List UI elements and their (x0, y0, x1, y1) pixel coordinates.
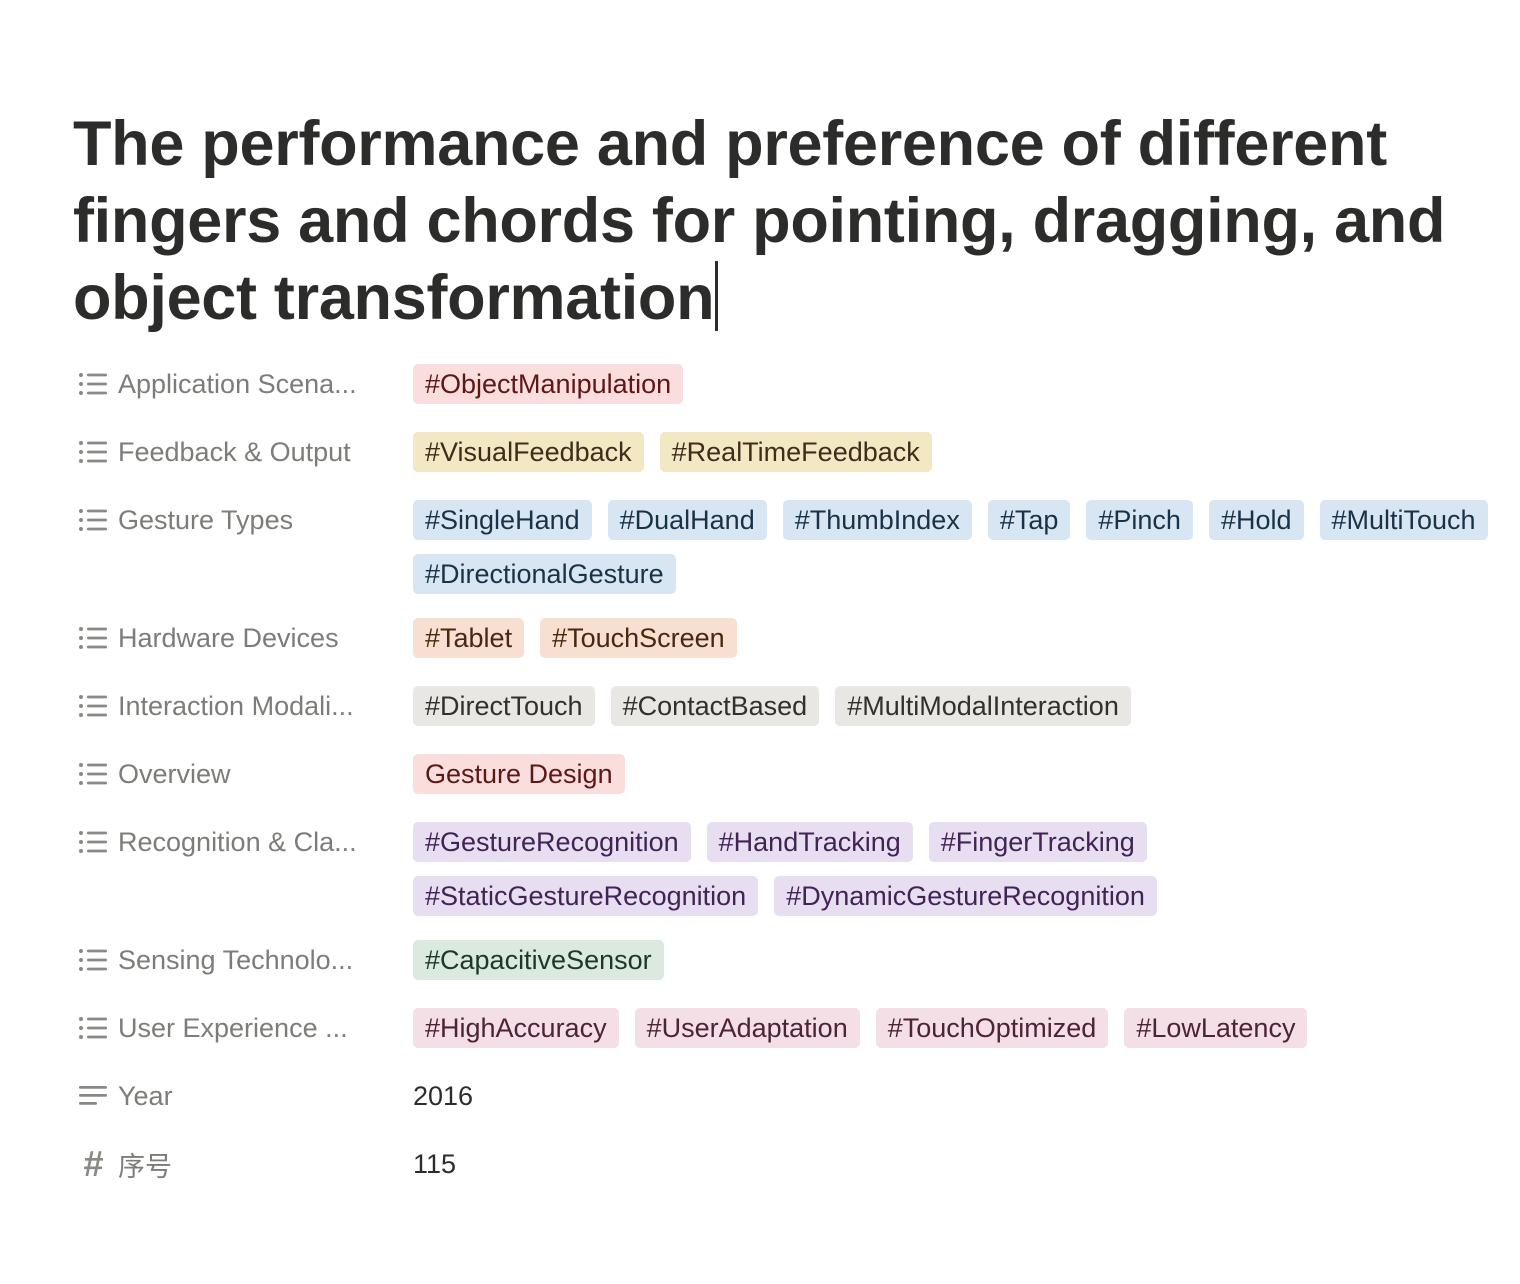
property-value[interactable]: 115 (412, 1140, 1492, 1188)
property-name-label: Application Scena... (118, 368, 357, 399)
tag-chip[interactable]: #GestureRecognition (413, 822, 691, 862)
property-value[interactable]: #ObjectManipulation (412, 360, 1492, 404)
tag-chip[interactable]: #StaticGestureRecognition (413, 876, 759, 916)
list-icon (78, 827, 108, 857)
tag-chip[interactable]: #Hold (1208, 500, 1304, 540)
property-value[interactable]: #DirectTouch #ContactBased #MultiModalInte… (412, 682, 1492, 726)
text-cursor (715, 261, 719, 331)
property-name[interactable]: User Experience ... (72, 1004, 412, 1052)
property-value[interactable]: #Tablet #TouchScreen (412, 614, 1492, 658)
tag-chip[interactable]: Gesture Design (413, 754, 625, 794)
tag-chip[interactable]: #HandTracking (706, 822, 913, 862)
list-icon (78, 759, 108, 789)
tag-chip[interactable]: #MultiTouch (1319, 500, 1488, 540)
tag-chip[interactable]: #Pinch (1086, 500, 1193, 540)
text-lines-icon (78, 1081, 108, 1111)
tag-chip[interactable]: #DirectTouch (413, 686, 595, 726)
property-row: Year 2016 (72, 1072, 1492, 1120)
tag-chip[interactable]: #DirectionalGesture (413, 554, 676, 594)
property-value[interactable]: #VisualFeedback #RealTimeFeedback (412, 428, 1492, 472)
property-name-label: Year (118, 1080, 173, 1111)
property-value[interactable]: 2016 (412, 1072, 1492, 1120)
tag-chip[interactable]: #Tablet (413, 618, 525, 658)
property-name[interactable]: Hardware Devices (72, 614, 412, 662)
tag-chip[interactable]: #ContactBased (610, 686, 820, 726)
property-text-value[interactable]: 2016 (413, 1080, 474, 1111)
property-name-label: Gesture Types (118, 504, 294, 535)
property-row: Hardware Devices #Tablet #TouchScreen (72, 614, 1492, 662)
property-name[interactable]: Sensing Technolo... (72, 936, 412, 984)
property-value[interactable]: #GestureRecognition #HandTracking #FingerT… (412, 818, 1492, 916)
list-icon (78, 1013, 108, 1043)
tag-chip[interactable]: #LowLatency (1124, 1008, 1308, 1048)
tag-chip[interactable]: #DualHand (607, 500, 767, 540)
property-name[interactable]: Recognition & Cla... (72, 818, 412, 866)
property-name[interactable]: Year (72, 1072, 412, 1120)
property-row: Sensing Technolo... #CapacitiveSensor (72, 936, 1492, 984)
tag-chip[interactable]: #UserAdaptation (634, 1008, 860, 1048)
property-name-label: Sensing Technolo... (118, 944, 354, 975)
property-name-label: Hardware Devices (118, 622, 339, 653)
property-row: Application Scena... #ObjectManipulation (72, 360, 1492, 408)
property-name-label: Recognition & Cla... (118, 826, 357, 857)
property-row: Overview Gesture Design (72, 750, 1492, 798)
list-icon (78, 369, 108, 399)
property-row: Recognition & Cla... #GestureRecognition #… (72, 818, 1492, 916)
property-name[interactable]: Application Scena... (72, 360, 412, 408)
list-icon (78, 505, 108, 535)
tag-chip[interactable]: #MultiModalInteraction (835, 686, 1131, 726)
property-row: Feedback & Output #VisualFeedback #RealTim… (72, 428, 1492, 476)
tag-chip[interactable]: #TouchScreen (540, 618, 737, 658)
list-icon (78, 691, 108, 721)
property-name[interactable]: Gesture Types (72, 496, 412, 544)
property-name-label: Feedback & Output (118, 436, 351, 467)
tag-chip[interactable]: #DynamicGestureRecognition (774, 876, 1157, 916)
property-name-label: User Experience ... (118, 1012, 348, 1043)
tag-chip[interactable]: #SingleHand (413, 500, 592, 540)
tag-chip[interactable]: #HighAccuracy (413, 1008, 619, 1048)
property-value[interactable]: Gesture Design (412, 750, 1492, 794)
property-name-label: 序号 (118, 1151, 172, 1182)
property-value[interactable]: #CapacitiveSensor (412, 936, 1492, 980)
property-value[interactable]: #SingleHand #DualHand #ThumbIndex #Tap #Pinc… (412, 496, 1492, 594)
tag-chip[interactable]: #VisualFeedback (413, 432, 644, 472)
property-name[interactable]: Interaction Modali... (72, 682, 412, 730)
property-row: User Experience ... #HighAccuracy #UserAda… (72, 1004, 1492, 1052)
list-icon (78, 437, 108, 467)
tag-chip[interactable]: #FingerTracking (928, 822, 1147, 862)
property-row: Gesture Types #SingleHand #DualHand #ThumbI… (72, 496, 1492, 594)
tag-chip[interactable]: #TouchOptimized (875, 1008, 1109, 1048)
property-name[interactable]: Feedback & Output (72, 428, 412, 476)
property-row: # 序号 115 (72, 1140, 1492, 1188)
property-name-label: Overview (118, 758, 231, 789)
page-title-text[interactable]: The performance and preference of differ… (73, 109, 1446, 333)
property-text-value[interactable]: 115 (413, 1148, 457, 1179)
property-list: Application Scena... #ObjectManipulation F… (72, 360, 1492, 1208)
tag-chip[interactable]: #Tap (987, 500, 1071, 540)
tag-chip[interactable]: #RealTimeFeedback (659, 432, 932, 472)
tag-chip[interactable]: #ObjectManipulation (413, 364, 684, 404)
property-name-label: Interaction Modali... (118, 690, 354, 721)
property-value[interactable]: #HighAccuracy #UserAdaptation #TouchOptimi… (412, 1004, 1492, 1048)
list-icon (78, 623, 108, 653)
number-hash-icon: # (78, 1143, 108, 1184)
property-row: Interaction Modali... #DirectTouch #Contac… (72, 682, 1492, 730)
hash-glyph: # (82, 1143, 104, 1184)
property-name[interactable]: Overview (72, 750, 412, 798)
tag-chip[interactable]: #CapacitiveSensor (413, 940, 664, 980)
tag-chip[interactable]: #ThumbIndex (782, 500, 972, 540)
list-icon (78, 945, 108, 975)
page-title[interactable]: The performance and preference of differ… (73, 106, 1473, 337)
property-name[interactable]: # 序号 (72, 1140, 412, 1188)
